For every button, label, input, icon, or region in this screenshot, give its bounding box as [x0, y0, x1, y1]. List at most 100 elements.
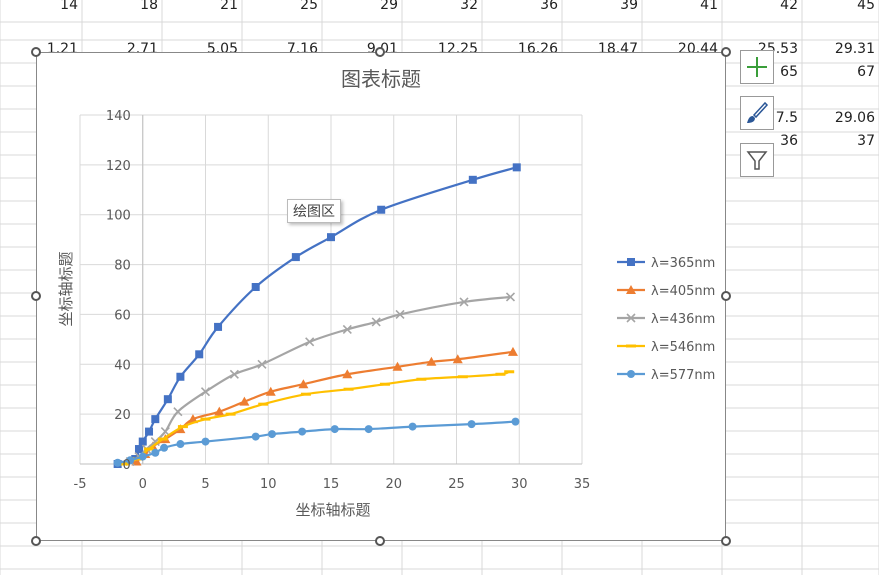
- data-point[interactable]: [379, 382, 390, 386]
- data-point[interactable]: [495, 372, 506, 376]
- cell-r1-c1[interactable]: 18: [140, 0, 158, 13]
- data-point[interactable]: [239, 396, 250, 406]
- data-point[interactable]: [138, 437, 147, 446]
- chart-styles-button[interactable]: [740, 96, 774, 130]
- data-point[interactable]: [507, 346, 518, 356]
- data-point[interactable]: [364, 425, 373, 434]
- data-point[interactable]: [452, 354, 463, 364]
- data-point[interactable]: [505, 292, 516, 302]
- cell-r3-c9[interactable]: 65: [780, 64, 798, 80]
- data-point[interactable]: [371, 317, 381, 327]
- data-point[interactable]: [300, 392, 311, 396]
- data-point[interactable]: [126, 456, 135, 465]
- data-point[interactable]: [151, 415, 160, 424]
- data-point[interactable]: [291, 253, 300, 262]
- legend-item-0[interactable]: λ=365nm: [617, 256, 715, 271]
- legend-item-3[interactable]: λ=546nm: [617, 340, 715, 355]
- resize-handle-bottom-left[interactable]: [31, 536, 41, 546]
- data-point[interactable]: [342, 324, 352, 334]
- data-point[interactable]: [457, 375, 468, 379]
- legend-marker[interactable]: [626, 285, 636, 294]
- legend-marker[interactable]: [626, 313, 636, 323]
- cell-r3-c10[interactable]: 67: [857, 64, 875, 80]
- series-line[interactable]: [123, 370, 510, 466]
- data-point[interactable]: [177, 425, 188, 429]
- cell-r1-c4[interactable]: 29: [380, 0, 398, 13]
- data-point[interactable]: [512, 163, 521, 172]
- data-point[interactable]: [113, 458, 122, 467]
- data-point[interactable]: [225, 412, 236, 416]
- chart-elements-button[interactable]: [740, 50, 774, 84]
- cell-r1-c2[interactable]: 21: [220, 0, 238, 13]
- data-point[interactable]: [342, 369, 353, 379]
- data-point[interactable]: [200, 387, 211, 397]
- data-point[interactable]: [134, 445, 143, 454]
- data-point[interactable]: [173, 407, 183, 417]
- series-4[interactable]: [113, 417, 520, 467]
- legend-marker[interactable]: [626, 344, 636, 348]
- data-point[interactable]: [408, 422, 417, 431]
- cell-r1-c6[interactable]: 36: [540, 0, 558, 13]
- legend-marker[interactable]: [627, 370, 635, 378]
- data-point[interactable]: [214, 322, 223, 331]
- chart-title[interactable]: 图表标题: [341, 67, 421, 91]
- data-point[interactable]: [144, 447, 155, 451]
- data-point[interactable]: [511, 417, 520, 426]
- resize-handle-middle-left[interactable]: [31, 291, 41, 301]
- data-point[interactable]: [395, 309, 405, 319]
- data-point[interactable]: [416, 377, 427, 381]
- x-axis-title[interactable]: 坐标轴标题: [295, 501, 370, 519]
- data-point[interactable]: [131, 456, 142, 466]
- cell-r1-c9[interactable]: 42: [780, 0, 798, 13]
- data-point[interactable]: [459, 297, 469, 307]
- data-point[interactable]: [305, 337, 315, 347]
- cell-r1-c7[interactable]: 39: [620, 0, 638, 13]
- data-point[interactable]: [229, 369, 239, 379]
- data-point[interactable]: [298, 427, 307, 436]
- series-2[interactable]: [125, 292, 516, 467]
- cell-r4-c10[interactable]: 29.06: [834, 110, 875, 126]
- resize-handle-top-middle[interactable]: [375, 47, 385, 57]
- data-point[interactable]: [138, 452, 147, 461]
- data-point[interactable]: [257, 359, 267, 369]
- y-axis-title[interactable]: 坐标轴标题: [57, 251, 75, 326]
- resize-handle-top-right[interactable]: [721, 47, 731, 57]
- cell-r5-c9[interactable]: 36: [780, 133, 798, 149]
- data-point[interactable]: [200, 417, 211, 421]
- data-point[interactable]: [468, 175, 477, 184]
- data-point[interactable]: [330, 425, 339, 434]
- data-point[interactable]: [298, 379, 309, 389]
- resize-handle-bottom-middle[interactable]: [375, 536, 385, 546]
- resize-handle-bottom-right[interactable]: [721, 536, 731, 546]
- chart-legend[interactable]: λ=365nm λ=405nm λ=436nm λ=546nm λ=577nm: [617, 256, 715, 383]
- data-point[interactable]: [160, 443, 169, 452]
- legend-item-4[interactable]: λ=577nm: [617, 368, 715, 383]
- data-point[interactable]: [467, 420, 476, 429]
- chart-area[interactable]: -5 0 5 10 15 20 25 30 35 0 20 40 60 80 100 120 140 图表标题 …: [36, 52, 726, 541]
- chart-filters-button[interactable]: [740, 143, 774, 177]
- data-point[interactable]: [251, 283, 260, 292]
- cell-r5-c10[interactable]: 37: [857, 133, 875, 149]
- data-point[interactable]: [343, 387, 354, 391]
- data-point[interactable]: [504, 370, 515, 374]
- cell-r1-c0[interactable]: 14: [60, 0, 78, 13]
- data-point[interactable]: [176, 440, 185, 449]
- data-point[interactable]: [251, 432, 260, 441]
- data-point[interactable]: [163, 395, 172, 404]
- data-point[interactable]: [392, 361, 403, 371]
- series-0[interactable]: [113, 163, 521, 468]
- cell-r2-c10[interactable]: 29.31: [834, 41, 875, 57]
- data-point[interactable]: [214, 406, 225, 416]
- legend-item-2[interactable]: λ=436nm: [617, 312, 715, 327]
- data-point[interactable]: [258, 402, 269, 406]
- data-point[interactable]: [201, 437, 210, 446]
- data-point[interactable]: [268, 430, 277, 439]
- series-3[interactable]: [118, 370, 515, 466]
- legend-marker[interactable]: [627, 258, 635, 266]
- resize-handle-middle-right[interactable]: [721, 291, 731, 301]
- legend-item-1[interactable]: λ=405nm: [617, 284, 715, 299]
- data-point[interactable]: [426, 356, 437, 366]
- data-point[interactable]: [157, 437, 168, 441]
- cell-r1-c5[interactable]: 32: [460, 0, 478, 13]
- data-point[interactable]: [151, 448, 160, 457]
